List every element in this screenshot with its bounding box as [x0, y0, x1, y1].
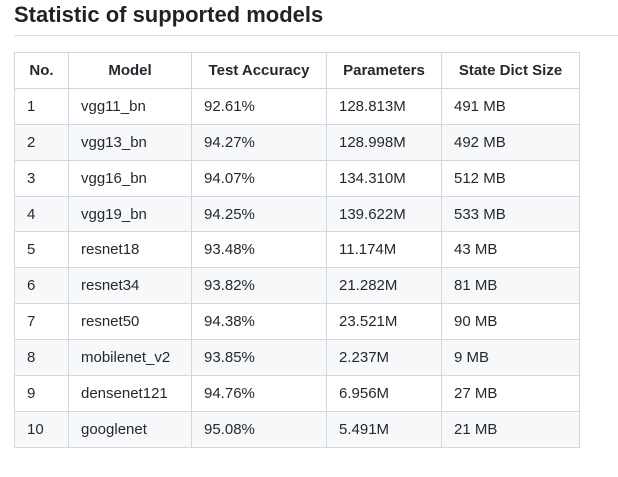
cell-model: resnet18 — [68, 231, 192, 269]
table-body: 1 vgg11_bn 92.61% 128.813M 491 MB 2 vgg13_bn 94… — [14, 87, 580, 448]
page-title: Statistic of supported models — [14, 2, 324, 27]
cell-test-accuracy: 94.07% — [191, 159, 327, 197]
cell-no: 10 — [14, 410, 69, 448]
cell-no: 5 — [14, 231, 69, 269]
cell-state-dict-size: 9 MB — [441, 339, 580, 377]
cell-parameters: 11.174M — [326, 231, 442, 269]
cell-state-dict-size: 21 MB — [441, 410, 580, 448]
column-header-model: Model — [68, 52, 192, 89]
cell-no: 8 — [14, 339, 69, 377]
heading-divider — [14, 35, 618, 36]
table-row: 7 resnet50 94.38% 23.521M 90 MB — [14, 303, 580, 341]
column-header-parameters: Parameters — [326, 52, 442, 89]
cell-model: resnet34 — [68, 267, 192, 305]
cell-parameters: 5.491M — [326, 410, 442, 448]
cell-state-dict-size: 491 MB — [441, 87, 580, 125]
table-row: 8 mobilenet_v2 93.85% 2.237M 9 MB — [14, 339, 580, 377]
cell-test-accuracy: 95.08% — [191, 410, 327, 448]
table-row: 2 vgg13_bn 94.27% 128.998M 492 MB — [14, 123, 580, 161]
cell-state-dict-size: 43 MB — [441, 231, 580, 269]
cell-no: 2 — [14, 123, 69, 161]
cell-state-dict-size: 492 MB — [441, 123, 580, 161]
cell-test-accuracy: 94.25% — [191, 195, 327, 233]
table-row: 5 resnet18 93.48% 11.174M 43 MB — [14, 231, 580, 269]
cell-no: 7 — [14, 303, 69, 341]
cell-no: 3 — [14, 159, 69, 197]
cell-parameters: 21.282M — [326, 267, 442, 305]
table-row: 6 resnet34 93.82% 21.282M 81 MB — [14, 267, 580, 305]
cell-model: densenet121 — [68, 375, 192, 412]
cell-parameters: 128.813M — [326, 87, 442, 125]
cell-state-dict-size: 81 MB — [441, 267, 580, 305]
cell-test-accuracy: 94.38% — [191, 303, 327, 341]
cell-parameters: 139.622M — [326, 195, 442, 233]
cell-parameters: 23.521M — [326, 303, 442, 341]
column-header-no: No. — [14, 52, 69, 89]
table-row: 1 vgg11_bn 92.61% 128.813M 491 MB — [14, 87, 580, 125]
cell-test-accuracy: 94.27% — [191, 123, 327, 161]
cell-model: mobilenet_v2 — [68, 339, 192, 377]
models-table: No. Model Test Accuracy Parameters State… — [14, 52, 580, 448]
cell-no: 1 — [14, 87, 69, 125]
table-row: 3 vgg16_bn 94.07% 134.310M 512 MB — [14, 159, 580, 197]
column-header-state-dict-size: State Dict Size — [441, 52, 580, 89]
cell-parameters: 134.310M — [326, 159, 442, 197]
cell-test-accuracy: 93.85% — [191, 339, 327, 377]
table-row: 10 googlenet 95.08% 5.491M 21 MB — [14, 410, 580, 448]
cell-model: vgg19_bn — [68, 195, 192, 233]
cell-model: vgg11_bn — [68, 87, 192, 125]
cell-test-accuracy: 92.61% — [191, 87, 327, 125]
cell-test-accuracy: 93.48% — [191, 231, 327, 269]
cell-model: resnet50 — [68, 303, 192, 341]
cell-no: 6 — [14, 267, 69, 305]
cell-parameters: 128.998M — [326, 123, 442, 161]
column-header-test-accuracy: Test Accuracy — [191, 52, 327, 89]
cell-state-dict-size: 90 MB — [441, 303, 580, 341]
cell-model: vgg16_bn — [68, 159, 192, 197]
table-row: 9 densenet121 94.76% 6.956M 27 MB — [14, 375, 580, 412]
cell-model: vgg13_bn — [68, 123, 192, 161]
table-row: 4 vgg19_bn 94.25% 139.622M 533 MB — [14, 195, 580, 233]
table-header-row: No. Model Test Accuracy Parameters State… — [14, 52, 580, 89]
cell-test-accuracy: 94.76% — [191, 375, 327, 412]
cell-state-dict-size: 512 MB — [441, 159, 580, 197]
cell-parameters: 6.956M — [326, 375, 442, 412]
cell-no: 9 — [14, 375, 69, 412]
cell-no: 4 — [14, 195, 69, 233]
cell-model: googlenet — [68, 410, 192, 448]
cell-state-dict-size: 27 MB — [441, 375, 580, 412]
cell-test-accuracy: 93.82% — [191, 267, 327, 305]
cell-state-dict-size: 533 MB — [441, 195, 580, 233]
cell-parameters: 2.237M — [326, 339, 442, 377]
